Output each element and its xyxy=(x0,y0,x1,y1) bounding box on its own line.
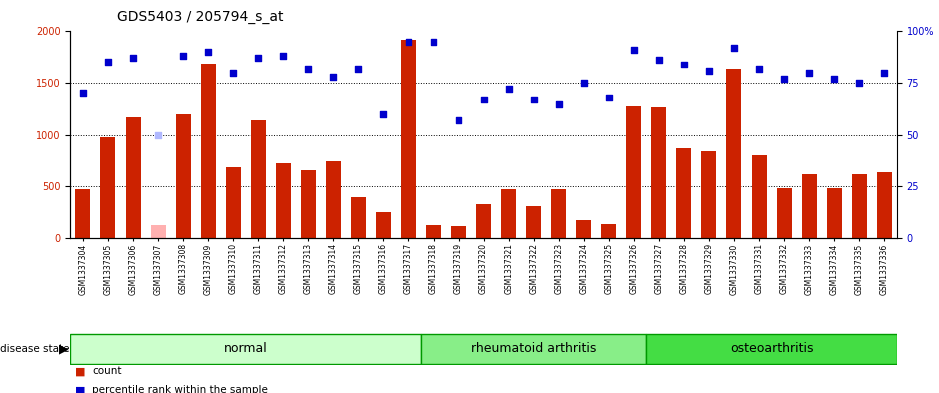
Point xyxy=(526,96,541,103)
Point xyxy=(877,70,892,76)
Bar xyxy=(421,334,646,364)
Bar xyxy=(802,174,817,238)
Point xyxy=(601,94,616,101)
Point xyxy=(401,39,416,45)
Point xyxy=(225,70,240,76)
Point xyxy=(652,57,667,63)
Point xyxy=(727,45,742,51)
Point xyxy=(501,86,516,92)
Point xyxy=(626,47,641,53)
Bar xyxy=(577,220,592,238)
Point xyxy=(201,49,216,55)
Point xyxy=(701,68,716,74)
Bar xyxy=(326,161,341,238)
Bar xyxy=(276,163,291,238)
Point xyxy=(376,111,391,117)
Bar xyxy=(201,64,216,238)
Text: GDS5403 / 205794_s_at: GDS5403 / 205794_s_at xyxy=(117,9,284,24)
Bar xyxy=(701,151,716,238)
Text: ▶: ▶ xyxy=(59,342,69,355)
Bar xyxy=(150,225,165,238)
Bar xyxy=(75,189,90,238)
Point xyxy=(126,55,141,61)
Text: rheumatoid arthritis: rheumatoid arthritis xyxy=(471,342,596,355)
Point xyxy=(426,39,441,45)
Bar xyxy=(727,68,742,238)
Point xyxy=(75,90,90,96)
Point xyxy=(476,96,491,103)
Bar xyxy=(476,204,491,238)
Point xyxy=(451,117,466,123)
Point xyxy=(551,101,566,107)
Point xyxy=(176,53,191,59)
Text: disease state: disease state xyxy=(0,344,69,354)
Bar xyxy=(426,225,441,238)
Bar xyxy=(652,107,667,238)
Text: osteoarthritis: osteoarthritis xyxy=(730,342,813,355)
Point xyxy=(150,131,165,138)
Point xyxy=(676,61,691,68)
Bar xyxy=(501,189,516,238)
Bar xyxy=(401,40,416,238)
Bar xyxy=(551,189,566,238)
Bar xyxy=(100,137,115,238)
Bar xyxy=(526,206,541,238)
Bar xyxy=(351,196,366,238)
Bar xyxy=(601,224,616,238)
Point xyxy=(300,65,316,72)
Point xyxy=(777,76,792,82)
Text: normal: normal xyxy=(223,342,268,355)
Point xyxy=(826,76,841,82)
Bar xyxy=(251,120,266,238)
Bar xyxy=(300,170,316,238)
Bar xyxy=(176,114,191,238)
Text: count: count xyxy=(92,366,121,376)
Bar xyxy=(877,172,892,238)
Point xyxy=(852,80,867,86)
Point xyxy=(802,70,817,76)
Bar xyxy=(826,188,841,238)
Bar xyxy=(376,213,391,238)
Point xyxy=(326,73,341,80)
Bar xyxy=(626,106,641,238)
Text: ■: ■ xyxy=(75,385,85,393)
Bar xyxy=(451,226,466,238)
Text: percentile rank within the sample: percentile rank within the sample xyxy=(92,385,268,393)
Point xyxy=(351,65,366,72)
Bar xyxy=(646,334,897,364)
Text: ■: ■ xyxy=(75,366,85,376)
Point xyxy=(251,55,266,61)
Point xyxy=(751,65,766,72)
Bar xyxy=(777,188,792,238)
Point xyxy=(577,80,592,86)
Bar xyxy=(676,148,691,238)
Bar xyxy=(751,155,766,238)
Bar xyxy=(852,174,867,238)
Bar xyxy=(126,117,141,238)
Point xyxy=(276,53,291,59)
Bar xyxy=(70,334,421,364)
Point xyxy=(100,59,115,66)
Bar xyxy=(225,167,240,238)
